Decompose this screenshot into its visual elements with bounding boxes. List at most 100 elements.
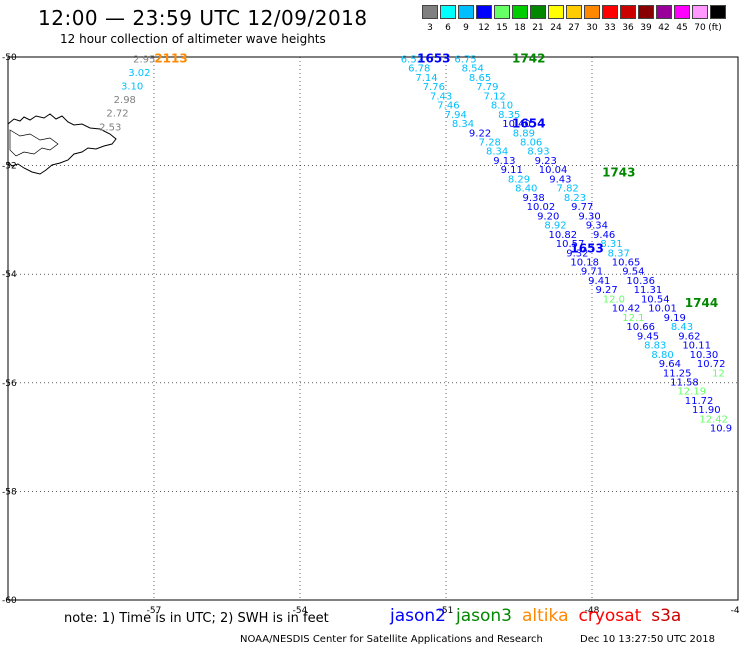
scale-swatch [440,5,456,19]
wave-height-label: 8.80 [651,350,673,361]
scale-swatch [710,5,726,19]
latitude-tick-label: -56 [2,379,17,389]
wave-height-label: 8.83 [644,341,666,352]
wave-height-label: 9.34 [586,221,608,232]
wave-height-label: 10.40 [502,119,531,130]
wave-height-label: 8.34 [486,147,508,158]
wave-height-label: 11.72 [685,396,714,407]
wave-height-label: 7.46 [437,101,459,112]
wave-height-label: 7.14 [415,73,437,84]
scale-swatch [674,5,690,19]
latitude-tick-label: -58 [2,487,17,497]
scale-swatch [476,5,492,19]
scale-label: 6 [445,23,451,33]
scale-label: 21 [532,23,544,33]
pass-time-label: 1742 [512,51,545,65]
wave-height-label: 8.29 [508,174,530,185]
wave-height-label: 8.23 [564,193,586,204]
scale-label: 39 [640,23,652,33]
satellite-legend: jason2 jason3 altika cryosat s3a [390,606,691,626]
wave-height-label: 8.10 [491,101,513,112]
wave-height-label: 9.41 [588,276,610,287]
wave-height-label: 7.79 [476,82,498,93]
satellite-legend-cryosat: cryosat [578,606,642,626]
wave-height-label: 10.36 [626,276,655,287]
scale-swatch [512,5,528,19]
latitude-tick-label: -54 [2,270,17,280]
wave-height-label: 7.76 [423,82,445,93]
satellite-legend-s3a: s3a [651,606,682,626]
wave-height-label: 8.40 [515,184,537,195]
wave-height-label: 6.52 [401,54,423,65]
scale-swatch [530,5,546,19]
wave-height-label: 12 [712,368,725,379]
wave-height-label: 10.02 [527,202,556,213]
satellite-legend-altika: altika [522,606,569,626]
scale-label: 27 [568,23,580,33]
wave-height-label: 6.75 [454,54,476,65]
wave-height-label: 12.19 [677,387,706,398]
pass-time-label: 1744 [685,296,718,310]
wave-height-label: 8.65 [469,73,491,84]
wave-height-label: 9.22 [469,128,491,139]
wave-height-label: 2.53 [99,122,121,133]
scale-label: 45 [676,23,688,33]
pass-time-label: 1654 [512,117,545,131]
longitude-tick-label: -48 [585,606,600,616]
scale-label: 15 [496,23,508,33]
wave-height-label: 7.12 [484,91,506,102]
latitude-tick-label: -60 [2,596,17,606]
wave-height-label: 3.10 [121,82,143,93]
scale-label: 30 [586,23,598,33]
scale-label: 9 [463,23,469,33]
scale-label: 33 [604,23,616,33]
wave-height-label: 11.31 [634,285,663,296]
wave-height-label: 11.90 [692,405,721,416]
wave-height-color-scale: 3 6 9 12 15 18 21 24 27 30 33 36 39 42 45 70 (ft) [422,5,727,35]
scale-swatch [566,5,582,19]
wave-height-label: 10.01 [648,304,677,315]
wave-height-label: 9.62 [678,331,700,342]
wave-height-label: 10.82 [548,230,577,241]
wave-height-label: 7.43 [430,91,452,102]
wave-height-label: 9.77 [571,202,593,213]
wave-height-label: 9.23 [535,156,557,167]
wave-height-label: 9.54 [622,267,644,278]
scale-swatch [656,5,672,19]
wave-height-label: 10.18 [570,258,599,269]
wave-height-label: 9.64 [659,359,681,370]
wave-height-label: 8.34 [452,119,474,130]
wave-height-label: 12.42 [699,414,728,425]
scale-label: 12 [478,23,490,33]
wave-height-label: 8.93 [527,147,549,158]
wave-height-label: 10.30 [690,350,719,361]
wave-height-label: 8.43 [671,322,693,333]
wave-height-label: 6.78 [408,64,430,75]
longitude-tick-label: -51 [439,606,454,616]
scale-label: 42 [658,23,670,33]
footer-note: note: 1) Time is in UTC; 2) SWH is in fe… [64,611,329,626]
wave-height-label: 10.72 [697,359,726,370]
scale-swatch [602,5,618,19]
falkland-islands-outline [7,113,117,175]
longitude-tick-label: -45 [731,606,740,616]
wave-height-label: 10.11 [682,341,711,352]
wave-height-label: 7.28 [479,138,501,149]
wave-height-label: 9.20 [537,211,559,222]
pass-time-label: 2113 [154,51,187,65]
wave-height-label: 8.92 [544,221,566,232]
scale-label: 36 [622,23,634,33]
wave-height-label: 8.37 [608,248,630,259]
wave-height-label: 3.02 [128,68,150,79]
longitude-tick-label: -54 [293,606,308,616]
pass-time-label: 1653 [417,51,450,65]
wave-height-label: 9.46 [593,230,615,241]
wave-height-label: 9.71 [581,267,603,278]
wave-height-label: 2.95 [133,54,155,65]
latitude-tick-label: -52 [2,162,17,172]
wave-height-label: 10.42 [612,304,641,315]
footer-credit: NOAA/NESDIS Center for Satellite Applica… [240,634,543,645]
wave-height-label: 7.82 [557,184,579,195]
wave-height-label: 9.43 [549,174,571,185]
wave-height-label: 11.58 [670,378,699,389]
